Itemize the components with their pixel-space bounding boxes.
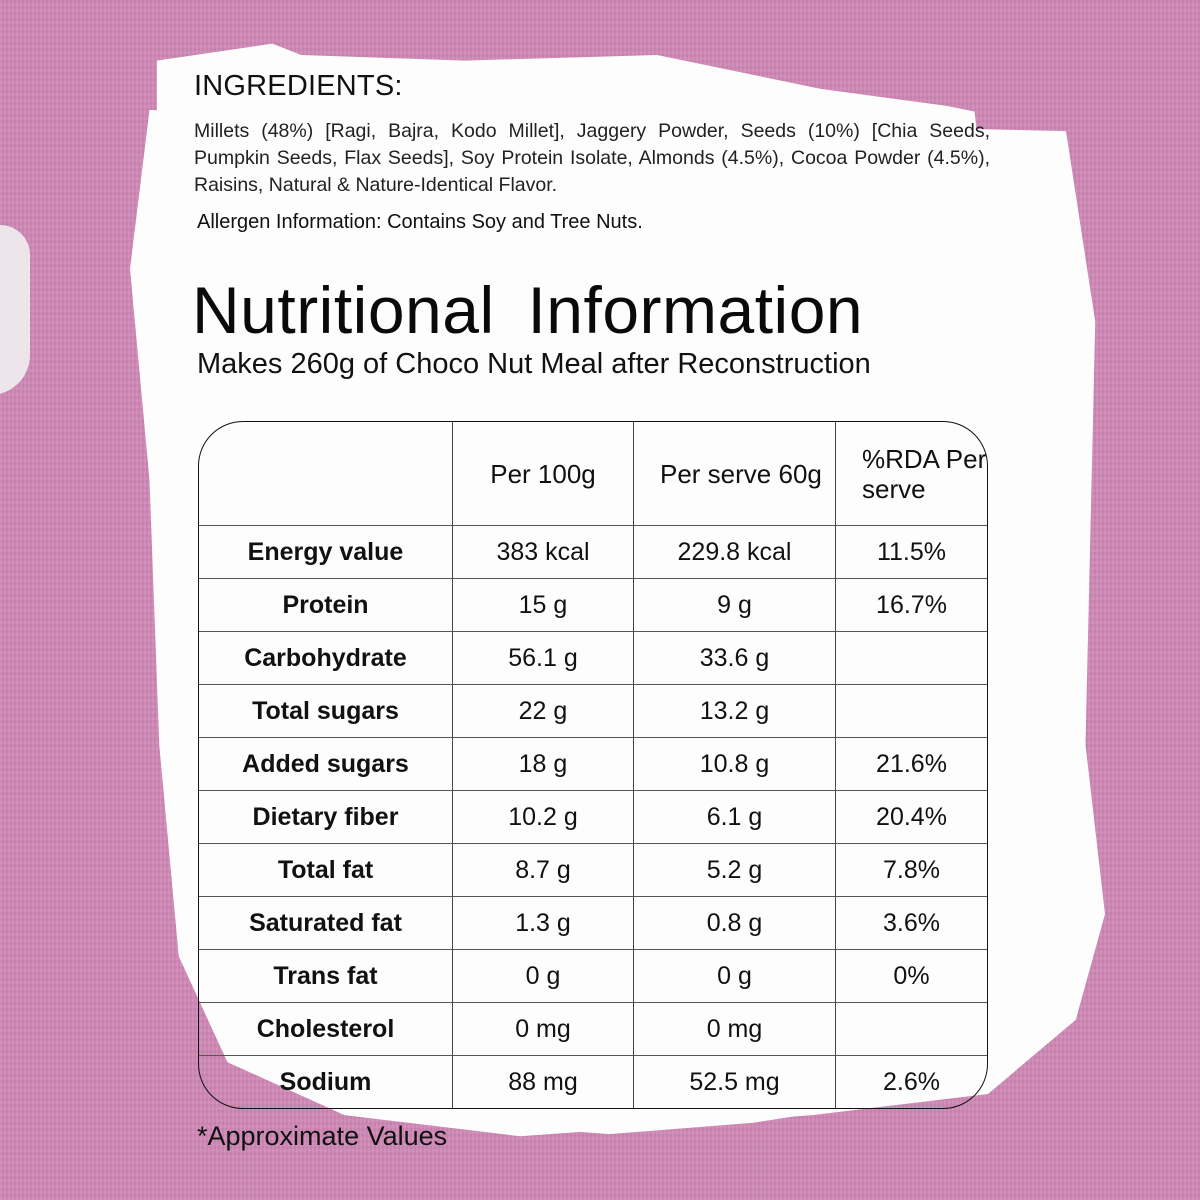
- table-row: Total fat 8.7 g 5.2 g 7.8%: [199, 844, 987, 897]
- per-100g-value: 1.3 g: [453, 897, 634, 950]
- table-row: Energy value 383 kcal 229.8 kcal 11.5%: [199, 526, 987, 579]
- nutrient-label: Protein: [199, 579, 453, 632]
- table-row: Trans fat 0 g 0 g 0%: [199, 950, 987, 1003]
- per-100g-value: 15 g: [453, 579, 634, 632]
- nutrition-subtitle: Makes 260g of Choco Nut Meal after Recon…: [197, 348, 871, 380]
- rda-value: 2.6%: [883, 1067, 940, 1096]
- per-100g-value: 10.2 g: [453, 791, 634, 844]
- per-100g-value: 56.1 g: [453, 632, 634, 685]
- per-100g-value: 8.7 g: [453, 844, 634, 897]
- rda-value: 11.5%: [836, 526, 987, 579]
- table-row: Cholesterol 0 mg 0 mg: [199, 1003, 987, 1056]
- per-100g-value: 18 g: [453, 738, 634, 791]
- nutrient-label: Dietary fiber: [199, 791, 453, 844]
- table-row: Protein 15 g 9 g 16.7%: [199, 579, 987, 632]
- ingredients-heading: INGREDIENTS:: [194, 70, 403, 102]
- rda-value: 0%: [836, 950, 987, 1003]
- white-paint-splash: [0, 225, 30, 395]
- nutrition-table: Per 100g Per serve 60g %RDA Per serve En…: [198, 421, 988, 1109]
- nutrient-label: Added sugars: [199, 738, 453, 791]
- per-serve-value: 52.5 mg: [634, 1056, 836, 1108]
- per-100g-value: 0 mg: [453, 1003, 634, 1056]
- nutrient-label: Saturated fat: [199, 897, 453, 950]
- table-header-row: Per 100g Per serve 60g %RDA Per serve: [199, 422, 987, 526]
- table-row: Saturated fat 1.3 g 0.8 g 3.6%: [199, 897, 987, 950]
- nutrient-label: Trans fat: [199, 950, 453, 1003]
- table-row: Carbohydrate 56.1 g 33.6 g: [199, 632, 987, 685]
- ingredients-list: Millets (48%) [Ragi, Bajra, Kodo Millet]…: [194, 120, 990, 196]
- rda-value: [836, 685, 987, 738]
- rda-value: [836, 632, 987, 685]
- per-serve-value: 0 g: [634, 950, 836, 1003]
- per-100g-value: 22 g: [453, 685, 634, 738]
- nutrition-title: Nutritional Information: [192, 273, 864, 347]
- rda-value: 20.4%: [836, 791, 987, 844]
- per-serve-value: 9 g: [634, 579, 836, 632]
- rda-value: 3.6%: [836, 897, 987, 950]
- rda-value: [836, 1003, 987, 1056]
- table-row: Added sugars 18 g 10.8 g 21.6%: [199, 738, 987, 791]
- white-paper-panel-body: [130, 110, 1105, 1137]
- per-100g-value: 0 g: [453, 950, 634, 1003]
- nutrient-label: Total sugars: [199, 685, 453, 738]
- approximate-values-footnote: *Approximate Values: [197, 1121, 448, 1151]
- rda-value: 16.7%: [836, 579, 987, 632]
- table-row: Dietary fiber 10.2 g 6.1 g 20.4%: [199, 791, 987, 844]
- nutrient-label: Cholesterol: [199, 1003, 453, 1056]
- per-serve-value: 13.2 g: [634, 685, 836, 738]
- per-100g-value: 383 kcal: [453, 526, 634, 579]
- nutrient-label: Carbohydrate: [199, 632, 453, 685]
- allergen-information: Allergen Information: Contains Soy and T…: [197, 211, 643, 233]
- header-per-serve: Per serve 60g: [634, 422, 836, 526]
- header-per-100g: Per 100g: [453, 422, 634, 526]
- per-serve-value: 229.8 kcal: [634, 526, 836, 579]
- per-serve-value: 10.8 g: [634, 738, 836, 791]
- table-row: Total sugars 22 g 13.2 g: [199, 685, 987, 738]
- per-100g-value: 88 mg: [453, 1056, 634, 1108]
- nutrient-label: Sodium: [199, 1056, 453, 1108]
- rda-value: 21.6%: [836, 738, 987, 791]
- per-serve-value: 0.8 g: [634, 897, 836, 950]
- rda-value: 7.8%: [836, 844, 987, 897]
- nutrient-label: Energy value: [199, 526, 453, 579]
- nutrient-label: Total fat: [199, 844, 453, 897]
- table-row: Sodium 88 mg 52.5 mg 2.6%: [199, 1056, 987, 1108]
- per-serve-value: 0 mg: [634, 1003, 836, 1056]
- per-serve-value: 33.6 g: [634, 632, 836, 685]
- header-nutrient: [199, 422, 453, 526]
- header-rda: %RDA Per serve: [836, 422, 987, 526]
- per-serve-value: 6.1 g: [634, 791, 836, 844]
- per-serve-value: 5.2 g: [634, 844, 836, 897]
